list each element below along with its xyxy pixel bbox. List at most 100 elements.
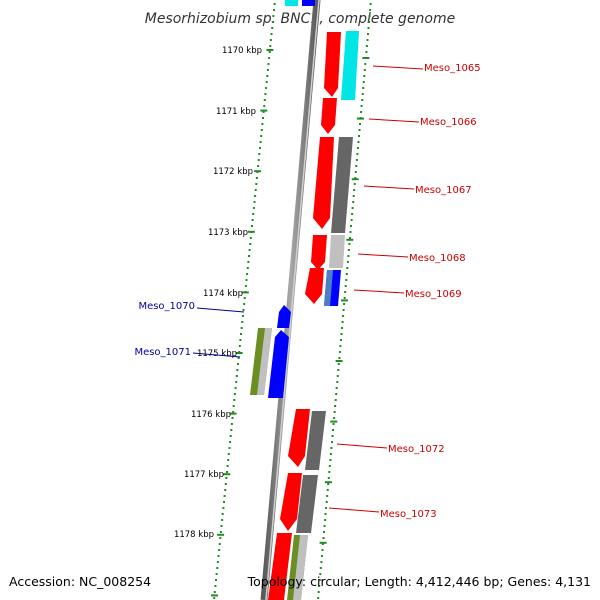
- gene-label-meso-1070[interactable]: Meso_1070: [138, 301, 195, 312]
- leader-line-meso-1068: [357, 253, 409, 258]
- leader-line-meso-1071: [192, 352, 241, 358]
- gene-arrow-meso-1072[interactable]: [288, 409, 310, 467]
- outer-guide-dot: [356, 153, 359, 155]
- gene-label-meso-1066[interactable]: Meso_1066: [420, 117, 477, 128]
- inner-guide-dot: [247, 261, 250, 263]
- outer-guide-dot: [348, 243, 351, 245]
- gene-label-meso-1068[interactable]: Meso_1068: [409, 253, 466, 264]
- outer-guide-dot: [354, 171, 357, 173]
- inner-guide-dot: [249, 237, 252, 239]
- outer-guide-dot: [345, 273, 348, 275]
- outer-guide-dot: [326, 495, 329, 497]
- inner-guide-dot: [251, 219, 254, 221]
- inner-guide-dot: [266, 75, 269, 77]
- inner-guide-dot: [272, 15, 275, 17]
- outer-guide-dot: [345, 279, 348, 281]
- gene-arrow-meso-1068[interactable]: [311, 235, 327, 270]
- outer-guide-dot: [358, 129, 361, 131]
- outer-guide-dot: [325, 507, 328, 509]
- inner-guide-dot: [246, 273, 249, 275]
- gene-arrow-meso-1073[interactable]: [280, 473, 302, 531]
- gene-arrow-bottom: [268, 533, 292, 600]
- inner-guide-dot: [261, 123, 264, 125]
- track-block-lightgray-1071: [257, 328, 272, 395]
- inner-guide-dot: [227, 459, 230, 461]
- inner-dotted-guide: [211, 3, 276, 599]
- outer-guide-dot: [335, 393, 338, 395]
- inner-guide-dot: [217, 555, 220, 557]
- gene-label-meso-1069[interactable]: Meso_1069: [405, 289, 462, 300]
- inner-guide-dot: [224, 489, 227, 491]
- inner-guide-dot: [243, 303, 246, 305]
- inner-guide-dot: [235, 381, 238, 383]
- outer-guide-dot: [338, 357, 341, 359]
- outer-guide-dot: [369, 3, 372, 5]
- gene-arrow-meso-1071[interactable]: [268, 330, 289, 398]
- outer-guide-dot: [327, 483, 330, 485]
- inner-guide-dot: [235, 375, 238, 377]
- gene-label-meso-1065[interactable]: Meso_1065: [424, 63, 481, 74]
- outer-guide-dot: [364, 63, 367, 65]
- inner-guide-dot: [264, 93, 267, 95]
- outer-guide-dot: [362, 81, 365, 83]
- outer-guide-dot: [317, 591, 320, 593]
- gene-arrow-meso-1066[interactable]: [321, 98, 337, 134]
- inner-guide-dot: [222, 507, 225, 509]
- inner-guide-dot: [227, 453, 230, 455]
- inner-guide-dot: [226, 465, 229, 467]
- gene-label-meso-1067[interactable]: Meso_1067: [415, 185, 472, 196]
- inner-guide-dot: [221, 513, 224, 515]
- inner-guide-dot: [251, 225, 253, 227]
- outer-guide-dot: [346, 267, 349, 269]
- inner-guide-dot: [252, 213, 255, 215]
- outer-guide-dot: [365, 51, 368, 53]
- outer-guide-dot: [332, 423, 335, 425]
- inner-guide-dot: [268, 51, 271, 53]
- outer-guide-dot: [360, 111, 363, 113]
- inner-guide-dot: [241, 315, 244, 317]
- gene-arrow-meso-1070[interactable]: [277, 305, 291, 328]
- outer-guide-dot: [337, 363, 340, 365]
- outer-guide-dot: [352, 195, 355, 197]
- inner-guide-dot: [248, 249, 251, 251]
- outer-guide-dot: [356, 147, 359, 149]
- outer-guide-dot: [361, 93, 364, 95]
- gene-arrow-meso-1067[interactable]: [313, 137, 334, 229]
- outer-guide-dot: [368, 21, 371, 23]
- gene-label-meso-1072[interactable]: Meso_1072: [388, 444, 445, 455]
- outer-guide-dot: [341, 321, 344, 323]
- outer-guide-dot: [342, 315, 345, 317]
- outer-guide-dot: [336, 381, 339, 383]
- inner-guide-dot: [233, 399, 236, 401]
- tick-label-1178: 1178 kbp: [174, 530, 214, 540]
- tick-label-1174: 1174 kbp: [203, 289, 243, 299]
- outer-guide-dot: [350, 225, 352, 227]
- inner-guide-dot: [242, 309, 245, 311]
- outer-guide-dot: [333, 417, 336, 419]
- outer-guide-dot: [343, 303, 346, 305]
- outer-guide-dot: [337, 369, 340, 371]
- outer-guide-dot: [347, 255, 350, 257]
- gene-arrow-meso-1069[interactable]: [305, 268, 324, 304]
- leader-line-meso-1072: [336, 443, 388, 449]
- outer-guide-dot: [359, 123, 361, 125]
- gene-feature-top-blue: [302, 0, 315, 6]
- inner-guide-dot: [230, 429, 233, 431]
- inner-guide-dot: [245, 279, 248, 281]
- outer-guide-dot: [318, 585, 321, 587]
- gene-arrow-meso-1065[interactable]: [324, 32, 341, 97]
- inner-guide-dot: [223, 501, 225, 503]
- inner-guide-dot: [221, 519, 224, 521]
- outer-guide-dot: [363, 75, 366, 77]
- gene-label-meso-1073[interactable]: Meso_1073: [380, 509, 437, 520]
- outer-guide-dot: [365, 45, 368, 47]
- inner-guide-dot: [263, 99, 266, 101]
- gene-label-meso-1071[interactable]: Meso_1071: [134, 347, 191, 358]
- outer-guide-dot: [340, 333, 343, 335]
- inner-guide-dot: [267, 63, 270, 65]
- inner-guide-dot: [271, 27, 274, 29]
- outer-guide-dot: [349, 237, 351, 239]
- gene-features: [250, 0, 359, 600]
- outer-guide-dot: [349, 231, 352, 233]
